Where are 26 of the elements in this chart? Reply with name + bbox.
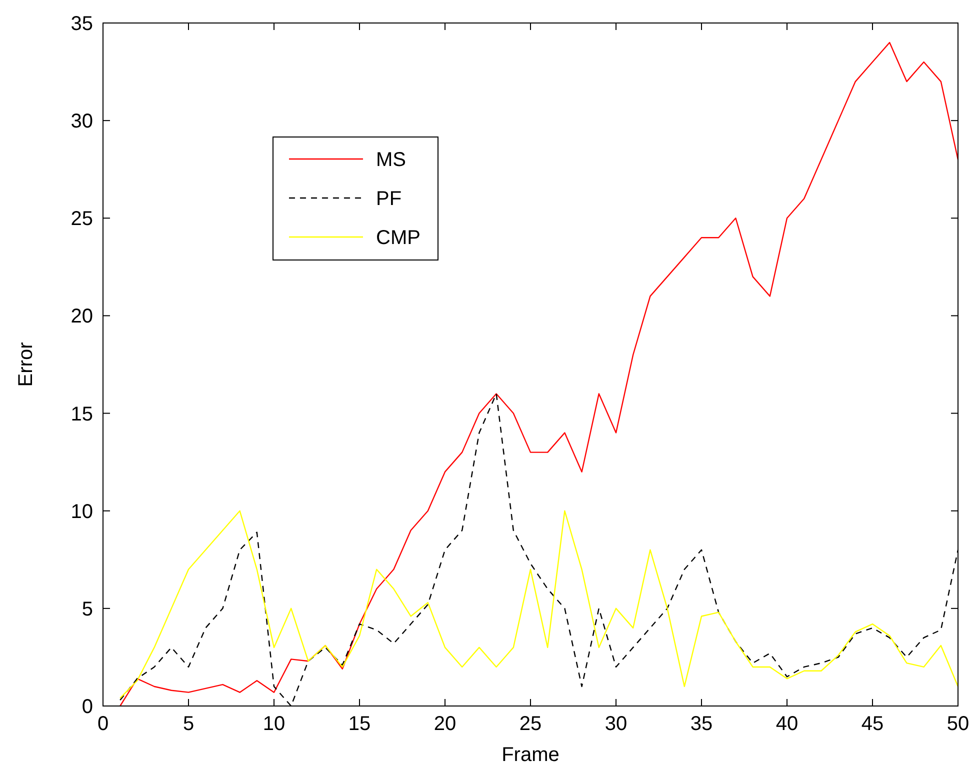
y-axis-title: Error xyxy=(15,342,37,387)
x-tick-label: 5 xyxy=(182,713,194,735)
y-tick-label: 10 xyxy=(70,500,93,523)
y-tick-label: 20 xyxy=(70,306,93,328)
legend-label: MS xyxy=(376,149,406,171)
line-series xyxy=(120,510,959,699)
x-axis-title: Frame xyxy=(502,744,560,766)
x-tick-label: 25 xyxy=(519,713,542,735)
x-tick-label: 15 xyxy=(348,713,371,735)
x-tick-label: 20 xyxy=(434,713,456,735)
y-tick-label: 0 xyxy=(82,696,93,718)
x-tick-label: 35 xyxy=(690,713,713,735)
x-tick-label: 10 xyxy=(262,713,286,735)
legend-label: CMP xyxy=(376,227,420,249)
y-tick-label: 30 xyxy=(70,110,93,133)
x-tick-label: 45 xyxy=(861,713,884,735)
y-tick-label: 25 xyxy=(70,208,93,230)
legend-label: PF xyxy=(376,188,402,210)
x-tick-label: 40 xyxy=(776,713,798,735)
y-tick-label: 15 xyxy=(70,403,93,426)
line-series xyxy=(120,42,959,707)
x-tick-label: 30 xyxy=(604,713,628,735)
y-tick-label: 35 xyxy=(70,13,93,35)
y-tick-label: 5 xyxy=(82,598,93,620)
x-tick-label: 50 xyxy=(946,713,970,735)
x-tick-label: 0 xyxy=(97,713,109,735)
